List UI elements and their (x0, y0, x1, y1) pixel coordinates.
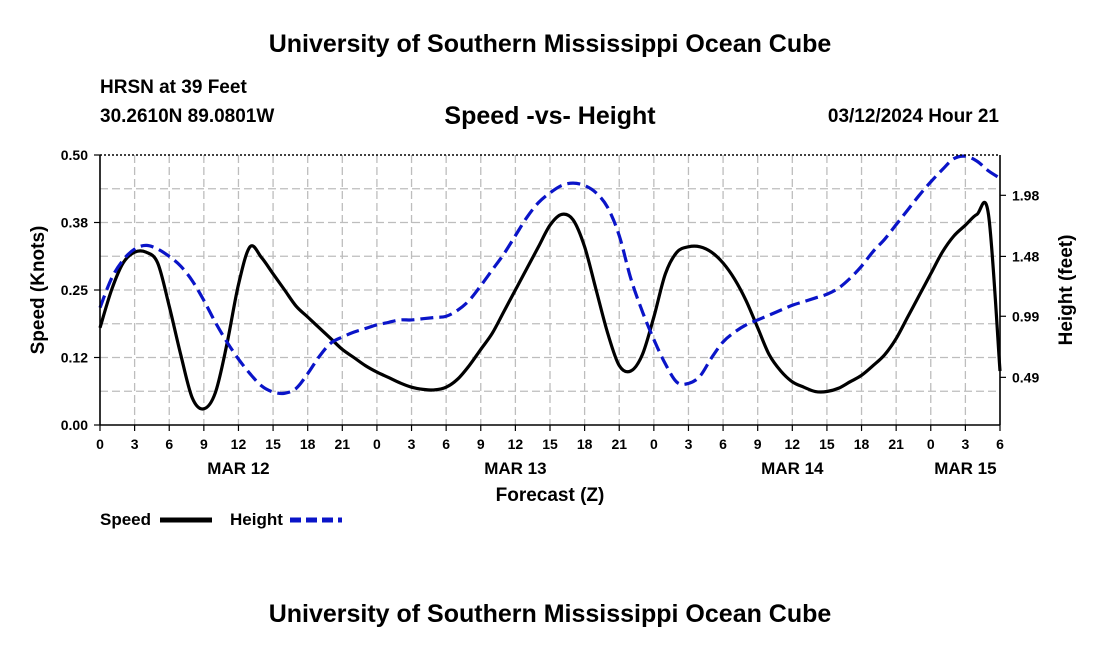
y-axis-label-right: Height (feet) (1056, 235, 1077, 346)
x-tick-label: 3 (685, 436, 693, 452)
y-tick-label-right: 1.48 (1012, 248, 1039, 264)
date-label: MAR 13 (484, 459, 546, 478)
x-tick-label: 0 (650, 436, 658, 452)
x-tick-label: 3 (131, 436, 139, 452)
x-tick-label: 15 (542, 436, 558, 452)
y-tick-label-left: 0.25 (61, 282, 88, 298)
x-tick-label: 6 (996, 436, 1004, 452)
footer-title: University of Southern Mississippi Ocean… (268, 600, 832, 628)
coordinates-label: 30.2610N 89.0801W (100, 106, 275, 127)
x-tick-label: 0 (373, 436, 381, 452)
date-label: MAR 15 (934, 459, 996, 478)
speed-height-chart: 0 3 6 9 12 15 18 21 0 3 6 9 12 15 18 21 0 3 6 9 12 15 18 21 0 3 6 0… (28, 102, 1077, 529)
x-tick-label: 21 (888, 436, 904, 452)
y-tick-label-left: 0.50 (61, 147, 88, 163)
date-label: MAR 12 (207, 459, 269, 478)
x-tick-label: 9 (477, 436, 485, 452)
x-tick-label: 3 (408, 436, 416, 452)
tick-labels: 0 3 6 9 12 15 18 21 0 3 6 9 12 15 18 21 0 3 6 9 12 15 18 21 0 3 6 0… (61, 147, 1040, 478)
grid (100, 155, 1000, 425)
x-tick-label: 0 (927, 436, 935, 452)
x-tick-label: 9 (200, 436, 208, 452)
station-label: HRSN at 39 Feet (100, 77, 247, 98)
x-tick-label: 15 (265, 436, 281, 452)
x-tick-label: 6 (442, 436, 450, 452)
x-tick-label: 9 (754, 436, 762, 452)
y-tick-label-left: 0.00 (61, 417, 88, 433)
x-tick-label: 18 (577, 436, 593, 452)
x-tick-label: 12 (231, 436, 247, 452)
y-tick-label-right: 1.98 (1012, 187, 1039, 203)
x-tick-label: 12 (508, 436, 524, 452)
legend-label-height: Height (230, 510, 283, 529)
x-tick-label: 18 (300, 436, 316, 452)
page-title: University of Southern Mississippi Ocean… (268, 30, 832, 58)
x-tick-label: 3 (961, 436, 969, 452)
x-tick-label: 18 (854, 436, 870, 452)
y-tick-label-right: 0.49 (1012, 369, 1039, 385)
legend-label-speed: Speed (100, 510, 151, 529)
y-tick-label-right: 0.99 (1012, 308, 1039, 324)
x-tick-label: 0 (96, 436, 104, 452)
forecast-date-label: 03/12/2024 Hour 21 (827, 106, 999, 127)
x-tick-label: 6 (719, 436, 727, 452)
series-line-speed (98, 200, 1002, 411)
x-tick-label: 21 (335, 436, 351, 452)
legend: Speed Height (100, 510, 342, 529)
x-tick-label: 15 (819, 436, 835, 452)
y-tick-label-left: 0.12 (61, 350, 88, 366)
x-tick-label: 6 (165, 436, 173, 452)
x-tick-label: 12 (785, 436, 801, 452)
x-tick-label: 21 (611, 436, 627, 452)
x-axis-label: Forecast (Z) (496, 485, 605, 506)
y-tick-label-left: 0.38 (61, 215, 88, 231)
date-label: MAR 14 (761, 459, 824, 478)
plot-frame (94, 154, 1006, 431)
y-axis-label-left: Speed (Knots) (28, 226, 49, 355)
series-layer (98, 154, 1002, 411)
series-line-height (98, 154, 1001, 396)
chart-title: Speed -vs- Height (444, 102, 656, 130)
